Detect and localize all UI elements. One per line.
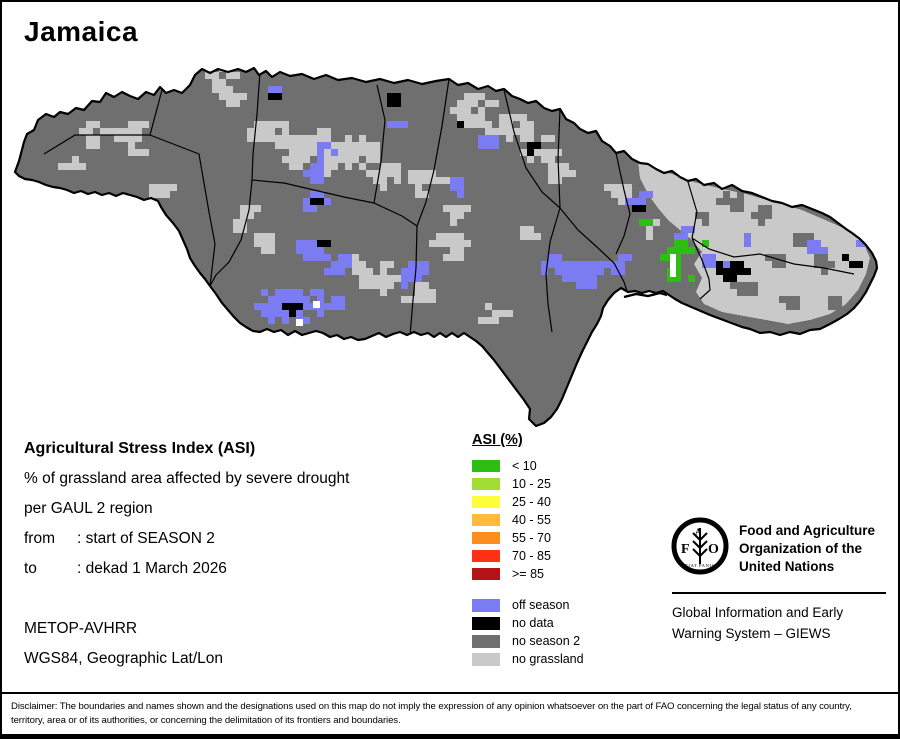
legend-swatch bbox=[472, 532, 500, 544]
from-value: : start of SEASON 2 bbox=[77, 530, 215, 547]
gaul2-boundaries bbox=[43, 71, 855, 339]
legend-row: no season 2 bbox=[472, 632, 584, 650]
legend-row: no grassland bbox=[472, 650, 584, 668]
legend-label: no season 2 bbox=[512, 634, 581, 648]
legend-swatch bbox=[472, 478, 500, 490]
fao-letter-o: O bbox=[708, 542, 719, 557]
legend-row: off season bbox=[472, 596, 584, 614]
legend-asi-classes: < 10 10 - 25 25 - 40 40 - 55 55 - 70 70 - 85 >… bbox=[472, 457, 584, 583]
legend-label: 25 - 40 bbox=[512, 495, 551, 509]
palisadoes-spit bbox=[623, 291, 668, 299]
legend-row: 40 - 55 bbox=[472, 511, 584, 529]
wheat-icon bbox=[692, 528, 708, 564]
projection-label: WGS84, Geographic Lat/Lon bbox=[24, 650, 224, 667]
asi-heading: Agricultural Stress Index (ASI) bbox=[24, 440, 256, 457]
legend-swatch bbox=[472, 550, 500, 562]
legend-row: 10 - 25 bbox=[472, 475, 584, 493]
legend-row: >= 85 bbox=[472, 565, 584, 583]
legend-label: no grassland bbox=[512, 652, 584, 666]
coastline bbox=[13, 66, 879, 428]
legend-title: ASI (%) bbox=[472, 432, 523, 448]
map-info-block: Agricultural Stress Index (ASI) % of gra… bbox=[24, 434, 349, 584]
fao-logo-icon: F A O FIAT PANIS bbox=[671, 517, 729, 575]
disclaimer-band: Disclaimer: The boundaries and names sho… bbox=[2, 692, 898, 734]
raster-pixels bbox=[58, 68, 877, 326]
legend-row: 25 - 40 bbox=[472, 493, 584, 511]
legend-swatch bbox=[472, 598, 500, 612]
legend-swatch bbox=[472, 460, 500, 472]
legend-row: 70 - 85 bbox=[472, 547, 584, 565]
legend: ASI (%) < 10 10 - 25 25 - 40 40 - 55 55 - 70… bbox=[472, 432, 584, 668]
legend-label: no data bbox=[512, 616, 554, 630]
page-title: Jamaica bbox=[24, 16, 139, 47]
legend-label: 10 - 25 bbox=[512, 477, 551, 491]
fao-letter-a: A bbox=[695, 527, 702, 537]
legend-status-classes: off season no data no season 2 no grassland bbox=[472, 596, 584, 668]
satellite-label: METOP-AVHRR bbox=[24, 620, 138, 637]
legend-swatch bbox=[472, 616, 500, 630]
legend-row: 55 - 70 bbox=[472, 529, 584, 547]
legend-label: off season bbox=[512, 598, 570, 612]
legend-label: 40 - 55 bbox=[512, 513, 551, 527]
legend-label: 70 - 85 bbox=[512, 549, 551, 563]
fao-divider bbox=[672, 592, 886, 594]
source-block: METOP-AVHRR WGS84, Geographic Lat/Lon bbox=[24, 614, 223, 674]
no-grassland-region bbox=[638, 160, 870, 324]
fao-letter-f: F bbox=[681, 542, 690, 557]
legend-swatch bbox=[472, 514, 500, 526]
disclaimer-text: Disclaimer: The boundaries and names sho… bbox=[11, 701, 852, 726]
to-value: : dekad 1 March 2026 bbox=[77, 560, 227, 577]
legend-swatch bbox=[472, 568, 500, 580]
giews-label: Global Information and Early Warning Sys… bbox=[672, 605, 844, 641]
period-to-row: to : dekad 1 March 2026 bbox=[24, 554, 349, 584]
asi-region-line: per GAUL 2 region bbox=[24, 500, 153, 517]
legend-row: no data bbox=[472, 614, 584, 632]
from-label: from bbox=[24, 530, 55, 547]
legend-swatch bbox=[472, 496, 500, 508]
legend-swatch bbox=[472, 634, 500, 648]
to-label: to bbox=[24, 560, 37, 577]
jamaica-map bbox=[13, 66, 879, 428]
legend-label: >= 85 bbox=[512, 567, 544, 581]
asi-subtitle: % of grassland area affected by severe d… bbox=[24, 470, 350, 487]
fao-motto: FIAT PANIS bbox=[685, 563, 715, 568]
legend-label: < 10 bbox=[512, 459, 537, 473]
period-from-row: from : start of SEASON 2 bbox=[24, 524, 349, 554]
fao-org-name: Food and Agriculture Organization of the… bbox=[739, 523, 875, 574]
legend-swatch bbox=[472, 652, 500, 666]
legend-label: 55 - 70 bbox=[512, 531, 551, 545]
legend-row: < 10 bbox=[472, 457, 584, 475]
